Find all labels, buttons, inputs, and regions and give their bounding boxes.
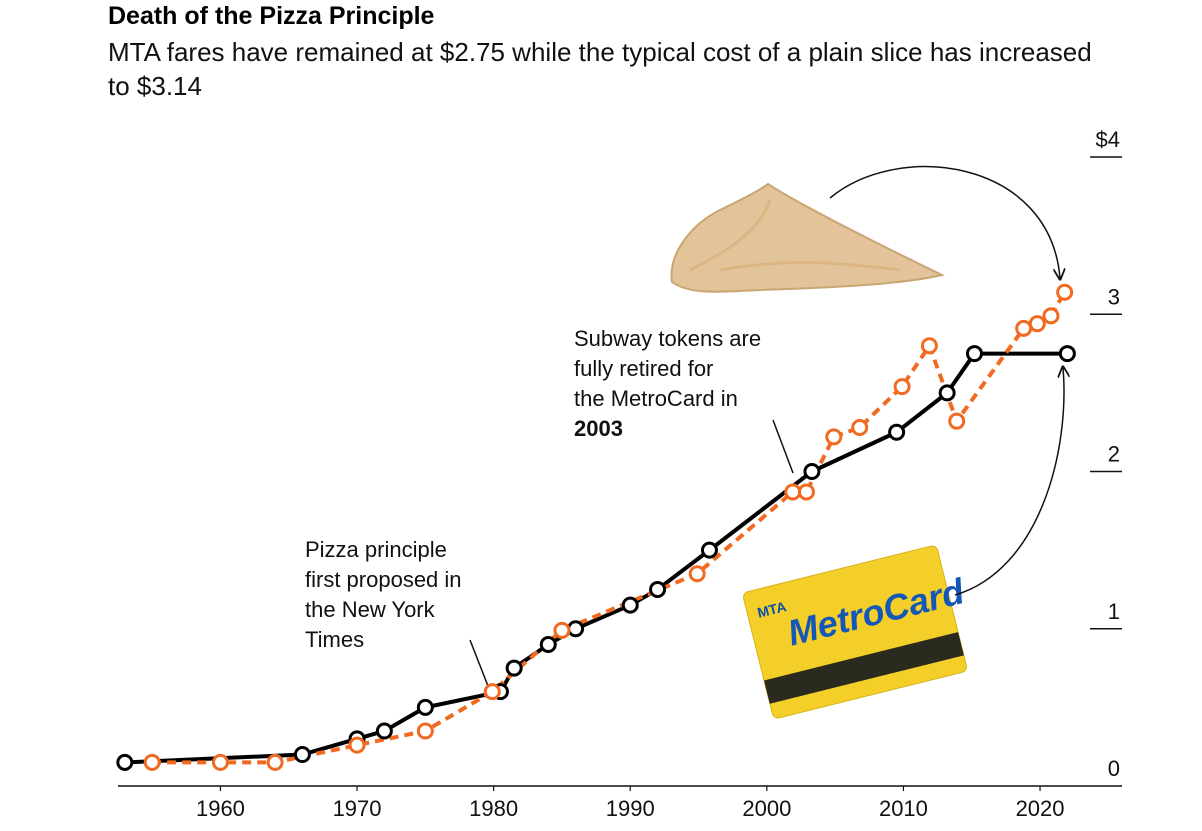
point xyxy=(143,753,161,771)
chart-subtitle: MTA fares have remained at $2.75 while t… xyxy=(108,37,1092,101)
point xyxy=(416,722,434,740)
annotation: Pizza principle xyxy=(305,537,447,562)
point xyxy=(948,412,966,430)
point xyxy=(375,722,393,740)
card-label: MTA xyxy=(756,598,788,621)
y-tick-label: 1 xyxy=(1108,599,1120,624)
x-tick-label: 1980 xyxy=(469,796,518,821)
point xyxy=(784,483,802,501)
point xyxy=(348,736,366,754)
point xyxy=(505,659,523,677)
pointer xyxy=(772,419,794,474)
point xyxy=(700,541,718,559)
x-tick-label: 1960 xyxy=(196,796,245,821)
x-tick-label: 1990 xyxy=(606,796,655,821)
point xyxy=(621,596,639,614)
point xyxy=(803,463,821,480)
annotation: 2003 xyxy=(574,416,623,441)
point xyxy=(893,378,911,396)
header: Death of the Pizza Principle MTA fares h… xyxy=(108,0,1098,103)
point xyxy=(266,753,284,771)
annotation: Subway tokens are xyxy=(574,326,761,351)
point xyxy=(797,483,815,501)
point xyxy=(1042,307,1060,325)
point xyxy=(825,428,843,446)
point xyxy=(539,635,557,653)
point xyxy=(1015,319,1033,337)
x-tick-label: 2010 xyxy=(879,796,928,821)
point xyxy=(567,620,585,638)
point xyxy=(293,746,311,764)
point xyxy=(965,345,983,363)
x-tick-label: 2000 xyxy=(742,796,791,821)
point xyxy=(938,384,956,402)
point xyxy=(1058,345,1076,363)
annotation: first proposed in xyxy=(305,567,462,592)
annotation: Times xyxy=(305,627,364,652)
y-tick-label: 2 xyxy=(1108,442,1120,467)
pizza-image xyxy=(670,182,945,293)
point xyxy=(416,698,434,716)
point xyxy=(920,337,938,355)
y-tick-label: 0 xyxy=(1108,756,1120,781)
point xyxy=(649,580,667,598)
pointer xyxy=(469,639,489,687)
point xyxy=(116,753,134,771)
point xyxy=(553,621,571,639)
y-tick-label: 3 xyxy=(1108,284,1120,309)
annotation: fully retired for xyxy=(574,356,713,381)
point xyxy=(483,683,501,701)
chart-title: Death of the Pizza Principle xyxy=(108,2,435,30)
markers xyxy=(116,283,1076,771)
annotation: the New York xyxy=(305,597,436,622)
arrow xyxy=(829,165,1060,278)
point xyxy=(688,565,706,583)
y-tick-label: $4 xyxy=(1096,127,1120,152)
metrocard-image: MTA MetroCard xyxy=(743,545,969,719)
point xyxy=(888,423,906,441)
point xyxy=(1028,315,1046,333)
x-tick-label: 2020 xyxy=(1016,796,1065,821)
annotation: the MetroCard in xyxy=(574,386,738,411)
point xyxy=(211,753,229,771)
x-tick-label: 1970 xyxy=(333,796,382,821)
arrow xyxy=(954,368,1064,596)
point xyxy=(1056,283,1074,301)
point xyxy=(851,418,869,436)
